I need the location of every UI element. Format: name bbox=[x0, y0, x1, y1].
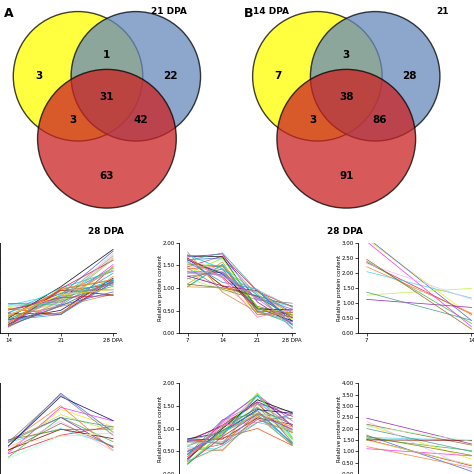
Text: 21: 21 bbox=[437, 7, 449, 16]
Text: 63: 63 bbox=[100, 171, 114, 181]
Y-axis label: Relative protein content: Relative protein content bbox=[337, 255, 342, 321]
Circle shape bbox=[310, 11, 440, 141]
Circle shape bbox=[253, 11, 382, 141]
Text: 7: 7 bbox=[274, 71, 282, 82]
Circle shape bbox=[37, 69, 176, 208]
Text: 38: 38 bbox=[339, 92, 354, 102]
Circle shape bbox=[277, 69, 416, 208]
Text: 3: 3 bbox=[35, 71, 42, 82]
Text: 42: 42 bbox=[133, 115, 148, 125]
Text: 3: 3 bbox=[70, 115, 77, 125]
Text: 31: 31 bbox=[100, 92, 114, 102]
Text: A: A bbox=[4, 7, 14, 20]
Y-axis label: Relative protein content: Relative protein content bbox=[158, 396, 163, 462]
Text: 3: 3 bbox=[309, 115, 316, 125]
Y-axis label: Relative protein content: Relative protein content bbox=[337, 396, 342, 462]
Text: 91: 91 bbox=[339, 171, 354, 181]
Text: 3: 3 bbox=[343, 51, 350, 61]
Circle shape bbox=[13, 11, 143, 141]
Y-axis label: Relative protein content: Relative protein content bbox=[158, 255, 163, 321]
Text: 28 DPA: 28 DPA bbox=[88, 227, 124, 236]
Text: 1: 1 bbox=[103, 51, 110, 61]
Text: B: B bbox=[243, 7, 253, 20]
Text: 21 DPA: 21 DPA bbox=[151, 7, 187, 16]
Circle shape bbox=[71, 11, 201, 141]
Text: 28 DPA: 28 DPA bbox=[327, 227, 363, 236]
Text: 28: 28 bbox=[402, 71, 417, 82]
Text: 14 DPA: 14 DPA bbox=[253, 7, 289, 16]
Text: 22: 22 bbox=[163, 71, 178, 82]
Text: 86: 86 bbox=[373, 115, 387, 125]
